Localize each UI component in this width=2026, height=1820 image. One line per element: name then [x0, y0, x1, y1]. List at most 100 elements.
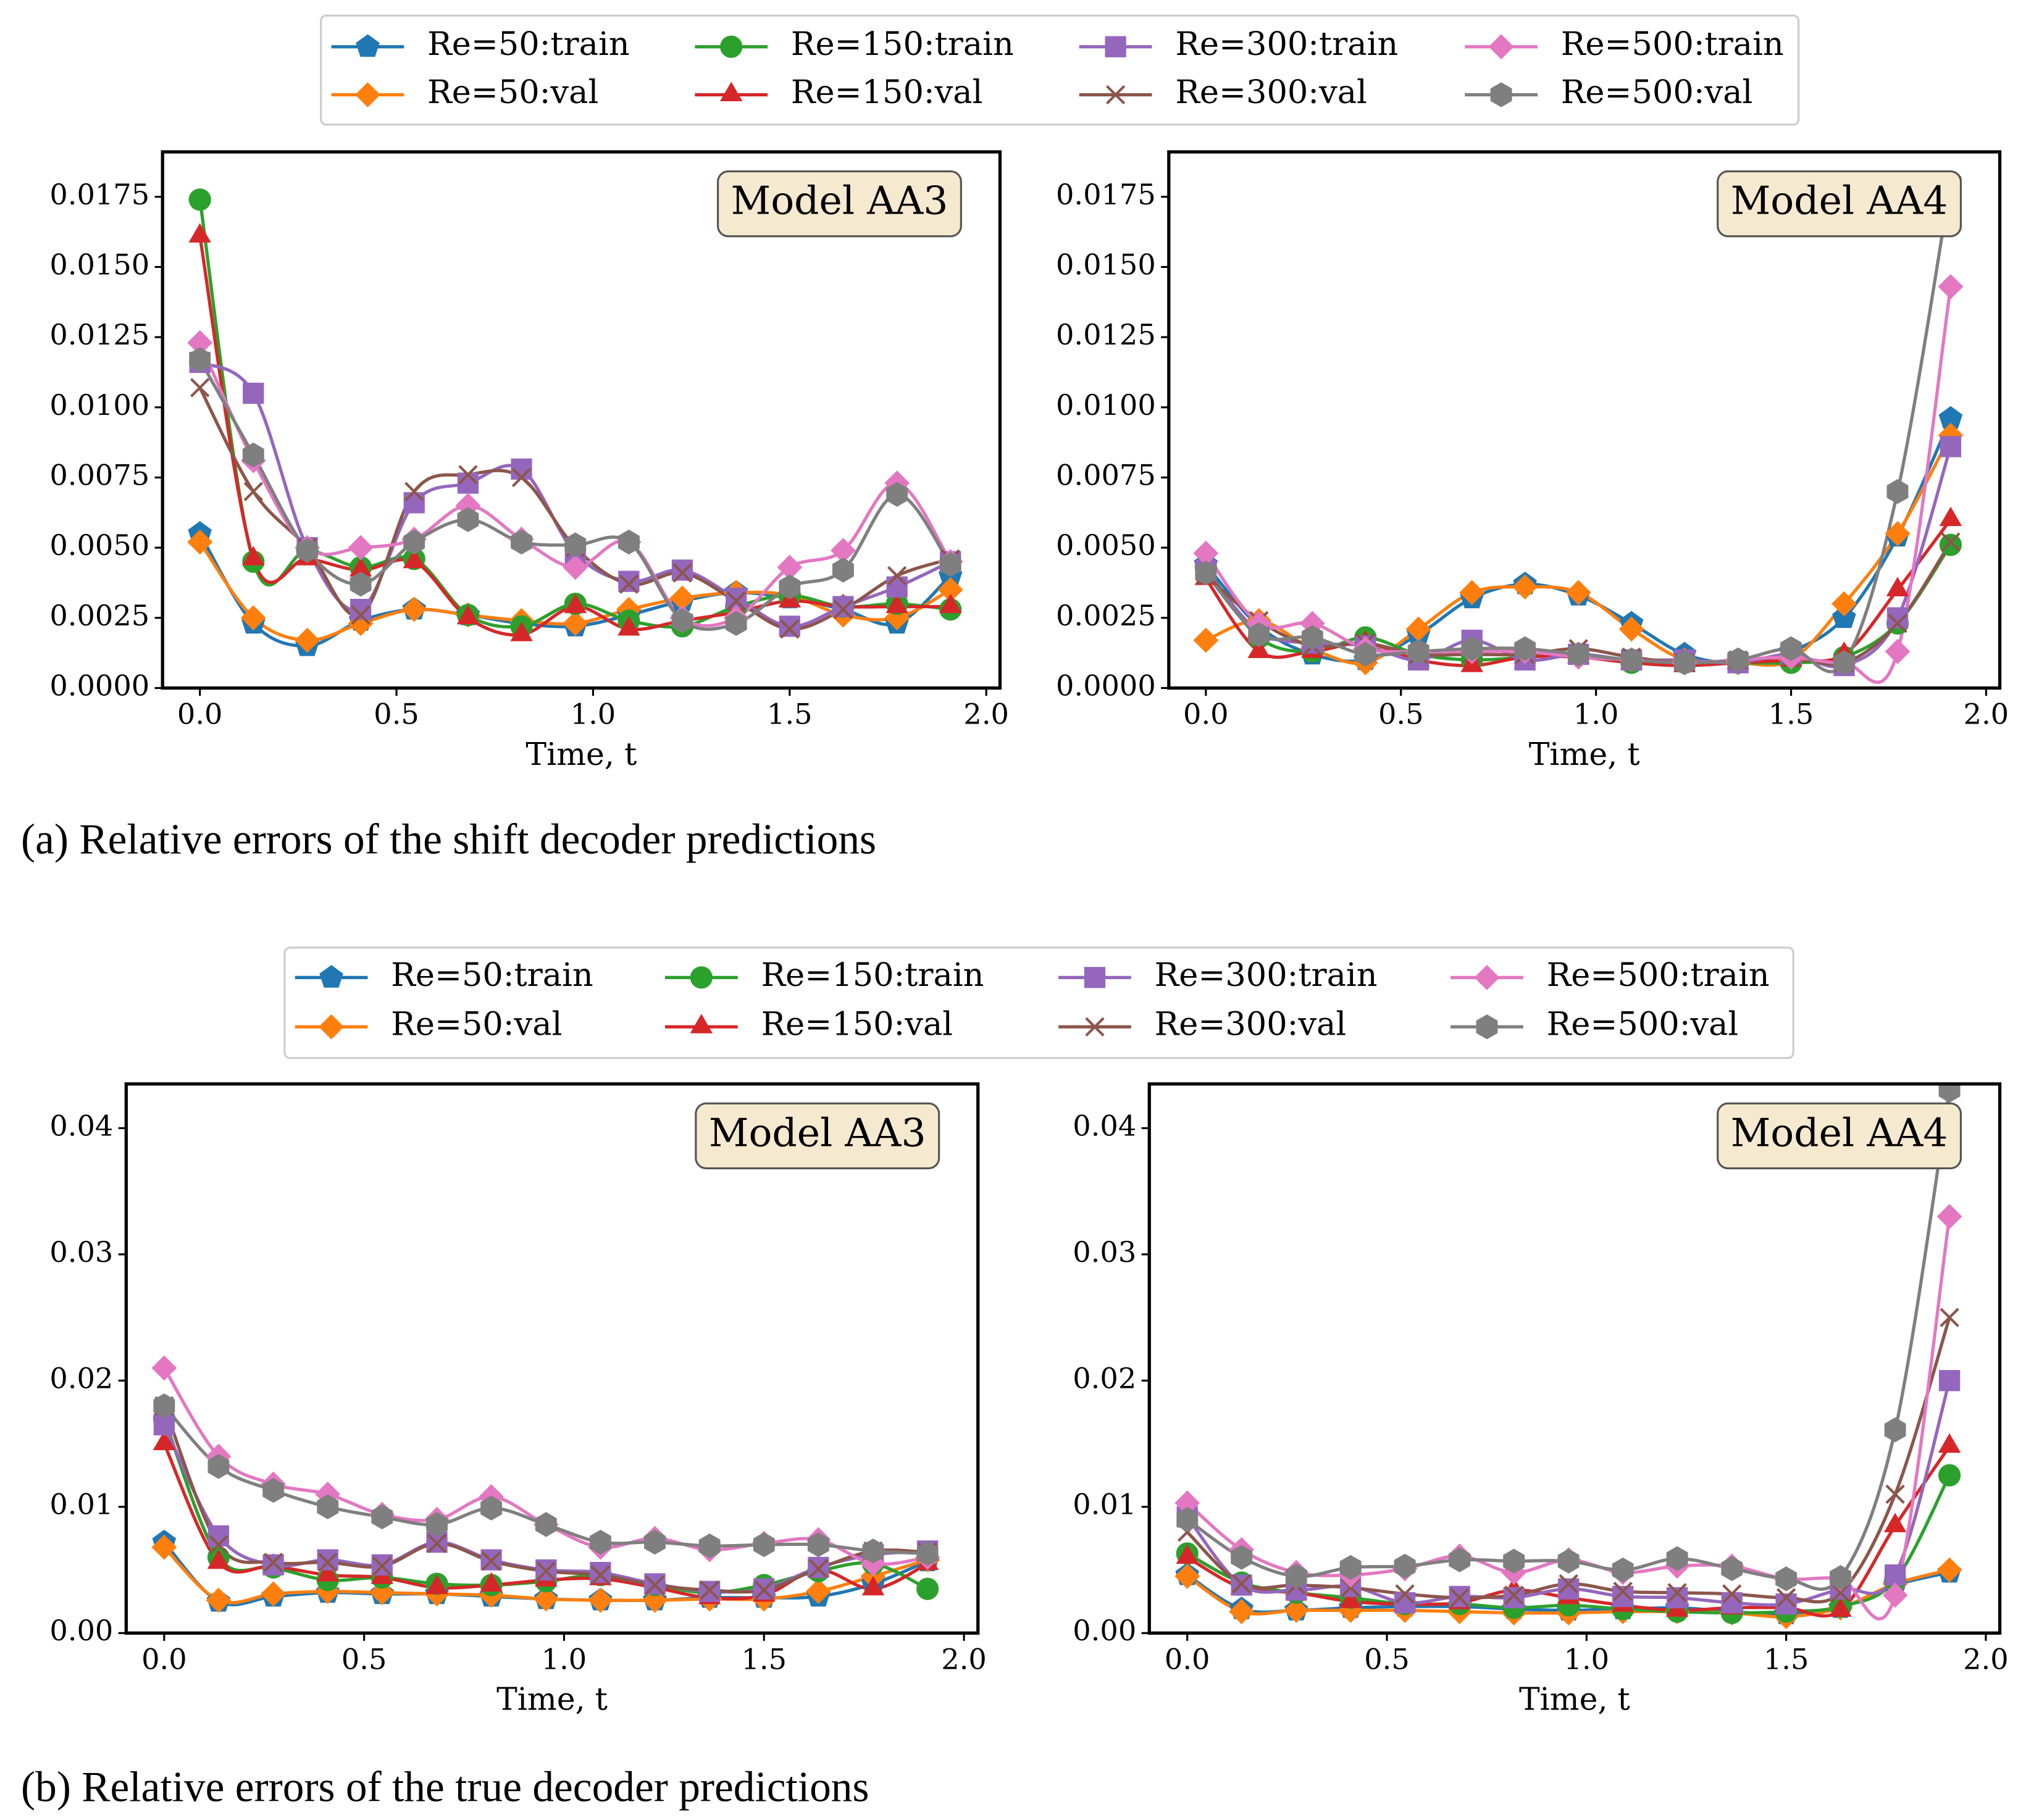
marker: [1884, 1417, 1906, 1443]
marker: [698, 1533, 721, 1559]
marker: [619, 574, 639, 594]
marker: [644, 1529, 666, 1555]
legend-label: Re=500:train: [1547, 956, 1770, 994]
marker: [1885, 1564, 1906, 1586]
marker: [1938, 1464, 1961, 1487]
marker: [1939, 506, 1962, 527]
x-tick-label: 1.5: [767, 698, 813, 731]
y-tick-label: 0.0125: [1056, 318, 1156, 351]
marker: [190, 378, 210, 398]
marker: [1174, 1563, 1200, 1589]
legend-label: Re=150:train: [791, 25, 1014, 63]
marker: [726, 591, 746, 611]
marker: [1394, 1592, 1416, 1614]
marker: [1339, 1588, 1362, 1608]
plot-area: [1193, 170, 1964, 684]
marker: [1833, 650, 1855, 675]
x-tick-label: 2.0: [963, 698, 1009, 731]
axes-frame: [124, 1082, 980, 1635]
marker: [1476, 1014, 1498, 1040]
marker: [350, 572, 372, 597]
marker: [1832, 605, 1856, 628]
marker: [458, 465, 478, 485]
marker: [1620, 647, 1643, 673]
marker: [1195, 560, 1217, 586]
marker: [1886, 479, 1909, 504]
legend-label: Re=150:val: [791, 73, 983, 111]
x-tick-label: 0.5: [1364, 1642, 1410, 1676]
y-tick-label: 0.0175: [49, 178, 149, 211]
marker: [1285, 1564, 1307, 1589]
marker: [916, 1577, 939, 1600]
legend-label: Re=500:train: [1561, 25, 1784, 63]
marker: [151, 1534, 177, 1560]
marker: [295, 627, 320, 653]
annotation: Model AA4: [1731, 178, 1948, 223]
marker: [1885, 520, 1911, 546]
marker: [1558, 1578, 1580, 1600]
y-tick-label: 0.0050: [49, 528, 149, 562]
y-tick-label: 0.0150: [49, 248, 149, 281]
y-tick-label: 0.03: [49, 1235, 113, 1269]
marker: [725, 611, 747, 637]
axes-frame: [161, 150, 1002, 690]
marker: [1449, 1547, 1471, 1572]
marker: [754, 1580, 774, 1600]
legend-label: Re=50:val: [427, 73, 598, 111]
plot-area: [187, 188, 963, 656]
marker: [1831, 591, 1857, 617]
marker: [832, 596, 854, 617]
marker: [1667, 1583, 1687, 1603]
marker: [1176, 1507, 1199, 1532]
marker: [779, 574, 801, 599]
x-tick-label: 1.5: [1764, 1642, 1809, 1676]
marker: [1488, 34, 1514, 60]
marker: [1885, 638, 1911, 664]
marker: [617, 529, 640, 555]
marker: [885, 593, 908, 614]
marker: [1450, 1588, 1470, 1608]
marker: [1341, 1577, 1360, 1598]
marker: [1673, 650, 1696, 675]
legend-box: [283, 946, 1794, 1059]
x-tick-label: 0.0: [1183, 698, 1229, 731]
y-tick-label: 0.0125: [49, 318, 149, 351]
marker: [188, 223, 211, 243]
marker: [564, 532, 587, 557]
marker: [511, 529, 533, 555]
x-tick-label: 1.0: [1573, 698, 1619, 731]
marker: [480, 1495, 503, 1521]
y-tick-label: 0.0150: [1056, 248, 1156, 281]
marker: [862, 1538, 884, 1564]
marker: [403, 492, 425, 514]
axes-frame: [1167, 150, 2002, 690]
marker: [1565, 580, 1591, 606]
marker: [1283, 1598, 1309, 1623]
legend-label: Re=300:val: [1175, 73, 1367, 111]
y-tick-label: 0.0025: [49, 599, 149, 632]
legend-label: Re=50:val: [391, 1006, 562, 1043]
marker: [1567, 641, 1589, 667]
marker: [886, 576, 908, 598]
marker: [833, 599, 853, 619]
marker: [1339, 1555, 1362, 1580]
marker: [153, 1430, 176, 1451]
y-tick-label: 0.03: [1073, 1235, 1136, 1269]
marker: [1504, 1585, 1524, 1605]
marker: [510, 622, 533, 641]
marker: [1938, 1370, 1961, 1392]
marker: [1231, 1574, 1252, 1594]
marker: [207, 1525, 230, 1547]
marker: [1105, 85, 1126, 105]
marker: [1727, 647, 1749, 673]
marker: [243, 382, 264, 404]
marker: [1474, 964, 1500, 990]
legend-label: Re=50:train: [391, 956, 593, 994]
marker: [188, 188, 211, 211]
marker: [403, 548, 425, 569]
marker: [939, 552, 961, 577]
x-tick-label: 2.0: [1964, 698, 2009, 731]
marker: [1084, 967, 1106, 988]
marker: [780, 619, 800, 639]
marker: [671, 608, 693, 633]
